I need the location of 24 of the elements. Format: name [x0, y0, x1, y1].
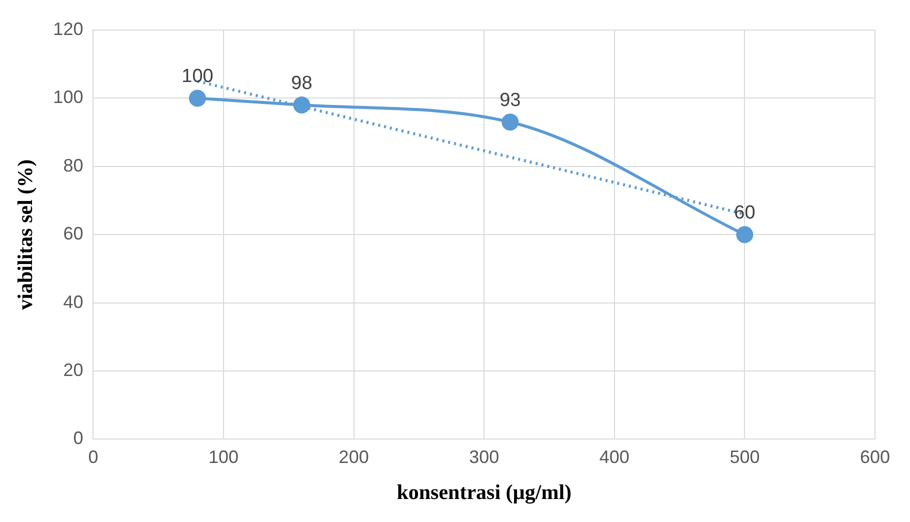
y-tick-label: 80	[63, 155, 84, 176]
data-label: 93	[500, 90, 521, 111]
point	[188, 90, 206, 107]
x-tick-label: 100	[208, 446, 239, 467]
x-tick-label: 0	[88, 446, 98, 467]
x-tick-label: 200	[338, 446, 369, 467]
x-tick-label: 400	[599, 446, 630, 467]
data-label: 60	[734, 202, 756, 224]
y-tick-label: 120	[53, 18, 84, 39]
y-tick-label: 60	[63, 224, 84, 244]
y-tick-label: 0	[73, 428, 84, 448]
x-tick-label: 300	[469, 446, 500, 467]
y-tick-label: 20	[63, 360, 84, 380]
x-axis-title: konsentrasi (µg/ml)	[396, 480, 572, 504]
point	[736, 226, 754, 244]
y-axis-title: viabilitas sel (%)	[13, 159, 38, 310]
y-tick-label: 40	[63, 292, 84, 312]
point	[502, 114, 519, 131]
y-tick-label: 100	[53, 87, 84, 108]
x-tick-label: 600	[860, 446, 890, 467]
data-label: 100	[182, 66, 214, 87]
x-tick-label: 500	[730, 446, 760, 467]
data-label: 98	[291, 72, 312, 94]
point	[293, 96, 310, 114]
